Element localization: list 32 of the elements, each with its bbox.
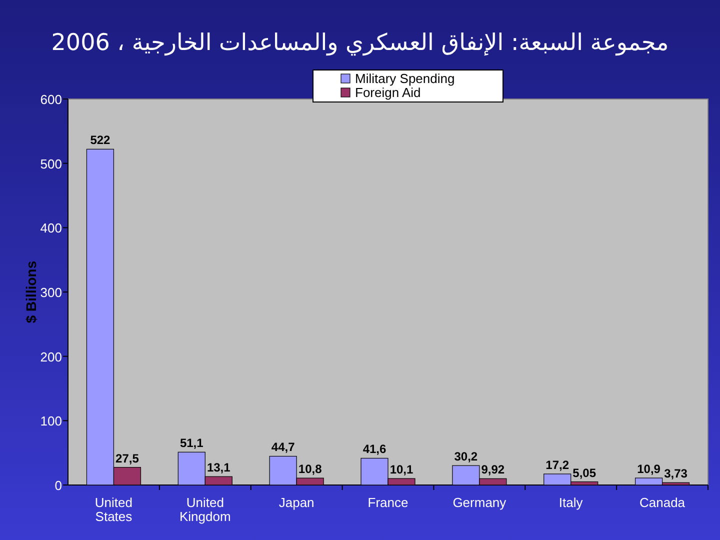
data-label: 13,1 — [206, 460, 231, 475]
data-label: 10,9 — [637, 462, 661, 476]
y-tick-label: 300 — [40, 285, 62, 300]
data-label: 10,1 — [390, 462, 414, 476]
y-tick-label: 200 — [40, 349, 62, 364]
x-tick-label: Italy — [558, 495, 584, 510]
data-label: 5,05 — [572, 466, 596, 480]
y-tick-label: 0 — [54, 478, 62, 493]
x-tick-label: United States — [94, 495, 133, 524]
data-label: 41,6 — [362, 442, 386, 456]
x-tick-label: United Kingdom — [179, 495, 231, 524]
y-tick-label: 400 — [40, 220, 62, 236]
data-label: 9,92 — [481, 462, 505, 477]
x-tick-label: France — [368, 495, 408, 510]
legend-label: Military Spending — [355, 71, 455, 86]
x-tick-label: Germany — [452, 495, 507, 510]
data-label: 522 — [90, 133, 111, 148]
y-tick-label: 100 — [40, 414, 62, 429]
data-label: 44,7 — [271, 440, 296, 454]
y-tick-label: 600 — [40, 92, 62, 107]
y-tick-label: 500 — [40, 156, 62, 172]
data-label: 30,2 — [454, 450, 478, 464]
data-label: 17,2 — [546, 458, 570, 472]
data-label: 10,8 — [298, 462, 322, 476]
data-label: 51,1 — [180, 436, 204, 450]
legend-label: Foreign Aid — [355, 85, 421, 100]
x-tick-label: Japan — [278, 495, 314, 510]
data-label: 27,5 — [116, 451, 140, 466]
x-tick-label: Canada — [640, 495, 686, 510]
y-axis-title: $ Billions — [23, 260, 39, 324]
data-label: 3,73 — [664, 466, 688, 481]
chart-title: مجموعة السبعة: الإنفاق العسكري والمساعدات الخارجية ، 2006 — [51, 30, 669, 56]
